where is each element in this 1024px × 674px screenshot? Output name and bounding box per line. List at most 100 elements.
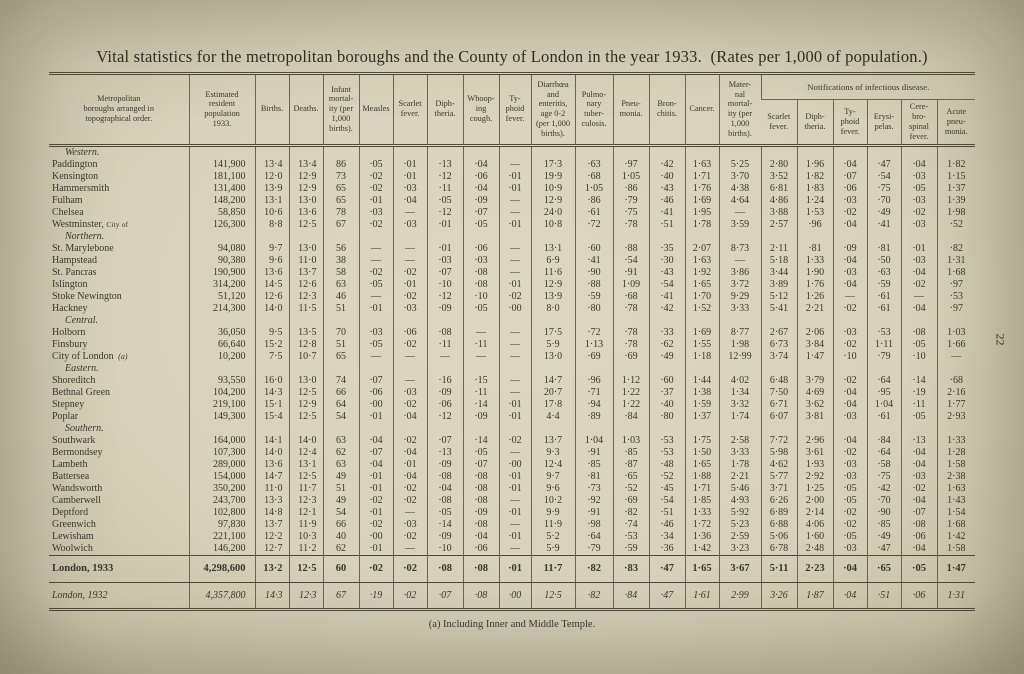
value-cell: 36,050 [188, 326, 255, 339]
value-cell: ·05 [900, 338, 937, 351]
value-cell: ·02 [832, 338, 867, 351]
borough-name-cell: St. Pancras [52, 267, 97, 279]
borough-name-cell: St. Marylebone [52, 243, 114, 255]
table-row: Fulham 148,200 13·1 13·0 65·01·04·05·09—12·… [49, 194, 976, 207]
value-cell: ·07 [426, 266, 463, 279]
value-cell: 12·4 [288, 446, 323, 459]
value-cell: ·04 [392, 410, 427, 423]
value-cell: ·90 [574, 266, 613, 279]
borough-name-cell: Hampstead [52, 255, 97, 267]
value-cell: 14·3 [254, 582, 289, 611]
value-cell: 11·7 [530, 554, 575, 583]
value-cell: ·09 [426, 386, 463, 399]
empty-cell [426, 230, 463, 243]
empty-cell [574, 362, 613, 375]
value-cell: ·41 [866, 218, 901, 231]
value-cell: ·01 [358, 470, 393, 483]
value-cell: ·42 [866, 482, 901, 495]
value-cell: 1·37 [684, 410, 719, 423]
table-row: Islington 314,200 14·5 12·6 63·05·01·10·08 ·… [49, 278, 976, 291]
value-cell: 54 [322, 410, 359, 423]
empty-cell [684, 362, 719, 375]
header-pneumonia: Pneu- monia. [612, 73, 649, 147]
value-cell: ·88 [612, 242, 649, 255]
value-cell: ·82 [574, 554, 613, 583]
empty-cell [462, 314, 499, 327]
value-cell: 6·78 [760, 542, 797, 556]
borough-name-cell: Chelsea [52, 207, 84, 219]
value-cell: 9·3 [530, 446, 575, 459]
empty-cell [684, 145, 719, 159]
value-cell: 1·04 [574, 434, 613, 447]
value-cell: ·01 [358, 302, 393, 315]
borough-name-cell: Kensington [52, 171, 99, 183]
value-cell: ·01 [392, 458, 427, 471]
empty-cell [574, 230, 613, 243]
value-cell: ·06 [462, 170, 499, 183]
header-notif-acute-pneumonia: Acute pneu- monia. [936, 99, 976, 147]
value-cell: ·59 [866, 278, 901, 291]
value-cell: ·46 [648, 194, 685, 207]
value-cell: 1·63 [684, 158, 719, 171]
value-cell: 1·75 [684, 434, 719, 447]
empty-cell [254, 422, 289, 435]
value-cell: ·08 [426, 470, 463, 483]
empty-cell [718, 422, 761, 435]
value-cell: ·04 [832, 582, 867, 611]
value-cell: ·34 [648, 530, 685, 543]
value-cell: ·01 [498, 482, 531, 495]
value-cell: ·05 [462, 218, 499, 231]
value-cell: 17·8 [530, 398, 575, 411]
value-cell: 10,200 [188, 350, 255, 363]
value-cell: 13·5 [288, 326, 323, 339]
table-row: Deptford 102,800 14·8 12·1 54·01— ·05·09·01 9… [49, 506, 976, 519]
value-cell: 78 [322, 206, 359, 219]
group-label-row: Southern. [49, 422, 976, 435]
borough-name-cell: Stoke Newington [52, 291, 122, 303]
table-row: Greenwich 97,830 13·7 11·9 66·02·03·14·08—1… [49, 518, 976, 531]
borough-name-cell: Woolwich [52, 543, 93, 555]
value-cell: 12·0 [254, 170, 289, 183]
value-cell: 2·14 [796, 506, 833, 519]
value-cell: 1·78 [684, 218, 719, 231]
empty-cell [254, 362, 289, 375]
borough-name-cell: Southwark [52, 435, 96, 447]
value-cell: 94,080 [188, 242, 255, 255]
value-cell: ·01 [358, 542, 393, 556]
value-cell: 3·52 [760, 170, 797, 183]
value-cell: 5·41 [760, 302, 797, 315]
value-cell: ·68 [612, 290, 649, 303]
value-cell: ·10 [426, 542, 463, 556]
empty-cell [684, 230, 719, 243]
empty-cell [796, 362, 833, 375]
value-cell: 1·42 [684, 542, 719, 556]
value-cell: ·05 [358, 278, 393, 291]
value-cell: ·02 [358, 554, 393, 583]
borough-name-cell: London, 1932 [49, 582, 189, 611]
value-cell: ·02 [392, 338, 427, 351]
value-cell: — [718, 254, 761, 267]
value-cell: ·53 [612, 530, 649, 543]
value-cell: 8·77 [718, 326, 761, 339]
value-cell: ·49 [866, 530, 901, 543]
empty-cell [254, 230, 289, 243]
group-label-row: Central. [49, 314, 976, 327]
value-cell: 190,900 [188, 266, 255, 279]
value-cell: ·03 [900, 194, 937, 207]
value-cell: 93,550 [188, 374, 255, 387]
value-cell: 1·28 [936, 446, 976, 459]
empty-cell [936, 230, 976, 243]
value-cell: ·81 [574, 470, 613, 483]
value-cell: ·40 [648, 398, 685, 411]
value-cell: ·73 [574, 482, 613, 495]
value-cell: 6·88 [760, 518, 797, 531]
value-cell: — [498, 326, 531, 339]
value-cell: ·69 [612, 350, 649, 363]
value-cell: 13·6 [288, 206, 323, 219]
value-cell: 51 [322, 482, 359, 495]
value-cell: ·01 [498, 182, 531, 195]
value-cell: ·51 [648, 506, 685, 519]
value-cell: 1·76 [684, 182, 719, 195]
value-cell: ·19 [900, 386, 937, 399]
value-cell: ·10 [426, 278, 463, 291]
